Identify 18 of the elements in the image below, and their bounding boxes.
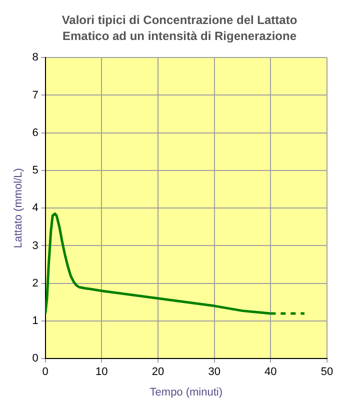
- chart-title: Valori tipici di Concentrazione del Lattato Ematico ad un intensità di Rigenerazione: [60, 12, 298, 45]
- y-tick-label: 7: [32, 89, 38, 102]
- x-tick-label: 10: [96, 366, 108, 378]
- y-tick-label: 6: [32, 126, 38, 139]
- x-tick-label: 20: [152, 366, 164, 378]
- x-axis-title: Tempo (minuti): [150, 386, 223, 398]
- y-axis-title: Lattato (mmol/L): [12, 168, 25, 248]
- x-tick-label: 50: [320, 366, 334, 378]
- x-tick-label: 40: [264, 366, 277, 378]
- y-tick-label: 4: [32, 202, 38, 214]
- y-tick-label: 5: [32, 164, 38, 177]
- x-tick-label: 0: [42, 366, 48, 378]
- y-tick-label: 2: [32, 277, 38, 290]
- y-tick-label: 0: [32, 352, 38, 365]
- y-tick-label: 1: [32, 315, 38, 328]
- x-tick-label: 30: [208, 366, 220, 378]
- y-tick-label: 8: [32, 52, 38, 64]
- y-tick-label: 3: [32, 240, 38, 252]
